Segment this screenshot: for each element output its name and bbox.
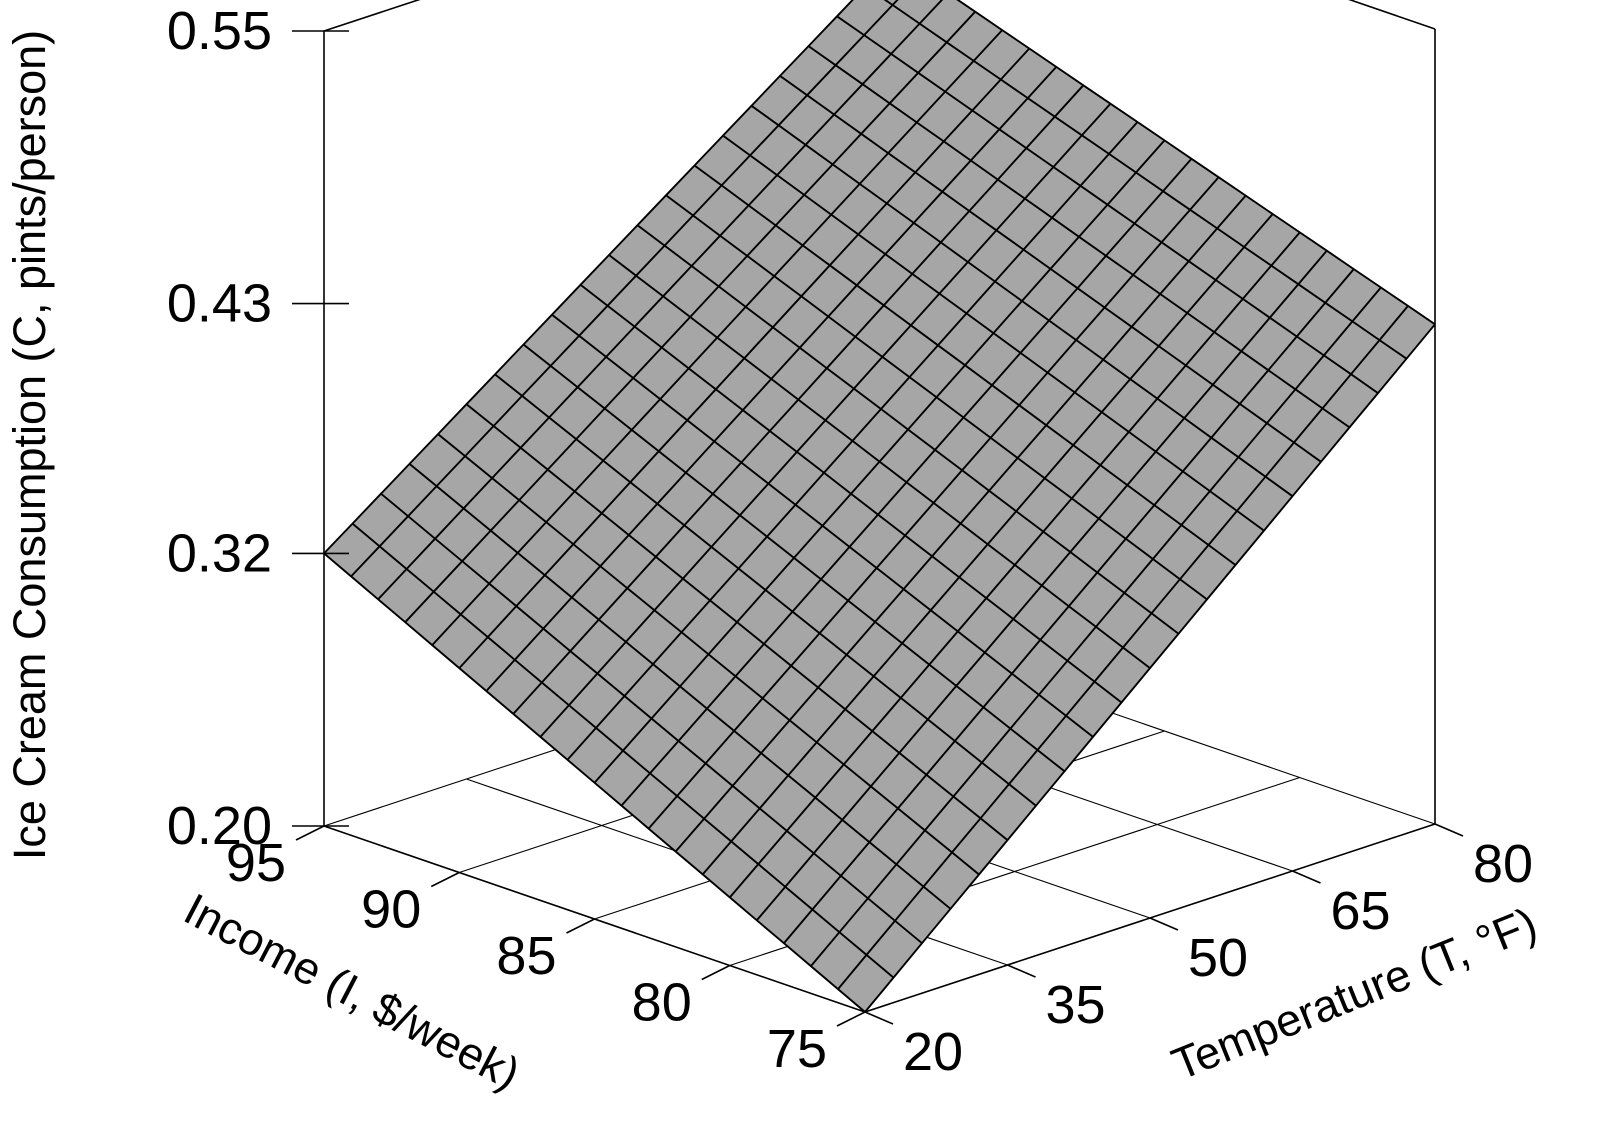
surface-mesh-line [608, 254, 1151, 669]
z-tick-label: 0.55 [167, 1, 272, 61]
temperature-tick-label: 80 [1473, 834, 1533, 894]
surface-mesh-line [956, 0, 1436, 326]
surface-fill [324, 0, 1435, 1012]
surface-mesh-line [883, 0, 1408, 360]
surface-mesh-line [377, 0, 944, 600]
surface-mesh-line [836, 15, 1379, 394]
surface-mesh-line [566, 121, 1139, 761]
surface-mesh-line [779, 75, 1322, 463]
z-tick-label: 0.20 [167, 796, 272, 856]
income-tick-label: 95 [226, 833, 286, 893]
income-tick-mark [295, 825, 325, 841]
surface-mesh-line [512, 84, 1085, 715]
income-tick-label: 75 [767, 1019, 827, 1079]
surface-mesh-line [722, 134, 1265, 532]
income-tick-mark [701, 964, 731, 981]
response-surface [323, 0, 1436, 1013]
temperature-tick-label: 65 [1331, 881, 1391, 941]
surface-mesh-line [431, 29, 1003, 646]
surface-mesh-line [539, 103, 1112, 738]
income-tick-label: 90 [361, 880, 421, 940]
surface-mesh-line [485, 66, 1058, 692]
temperature-tick-label: 50 [1188, 928, 1248, 988]
z-axis-title: Ice Cream Consumption (C, pints/person) [4, 30, 55, 860]
top-left-edge [323, 0, 421, 32]
surface-mesh-line [404, 11, 976, 623]
temperature-tick-mark [864, 1011, 894, 1025]
surface-mesh-line [807, 45, 1351, 429]
axis-edges [292, 30, 1464, 1027]
surface-mesh-line [458, 47, 1030, 669]
income-tick-label: 80 [632, 973, 692, 1033]
surface-mesh-line [750, 105, 1294, 497]
surface-mesh-line [350, 0, 899, 578]
temperature-tick-mark [1292, 870, 1321, 884]
temperature-tick-mark [1007, 964, 1036, 978]
temperature-tick-mark [1434, 823, 1464, 837]
income-tick-mark [566, 918, 595, 934]
income-tick-mark [430, 871, 460, 888]
income-tick-label: 85 [496, 926, 556, 986]
surface-mesh-line [323, 0, 854, 555]
z-tick-label: 0.43 [167, 274, 272, 334]
temperature-tick-label: 20 [903, 1022, 963, 1082]
temperature-tick-mark [1149, 917, 1179, 931]
tick-labels: 0.20 0.32 0.43 0.55 75 80 85 90 95 20 35 50 65 80 [167, 1, 1533, 1082]
surface-mesh-line [665, 194, 1208, 601]
temperature-tick-label: 35 [1046, 975, 1106, 1035]
income-tick-mark [836, 1011, 866, 1027]
y-axis-title: Income (I, $/week) [176, 883, 528, 1099]
surface-mesh-line [636, 224, 1180, 635]
z-tick-label: 0.32 [167, 523, 272, 583]
surface-mesh-line [693, 164, 1237, 566]
